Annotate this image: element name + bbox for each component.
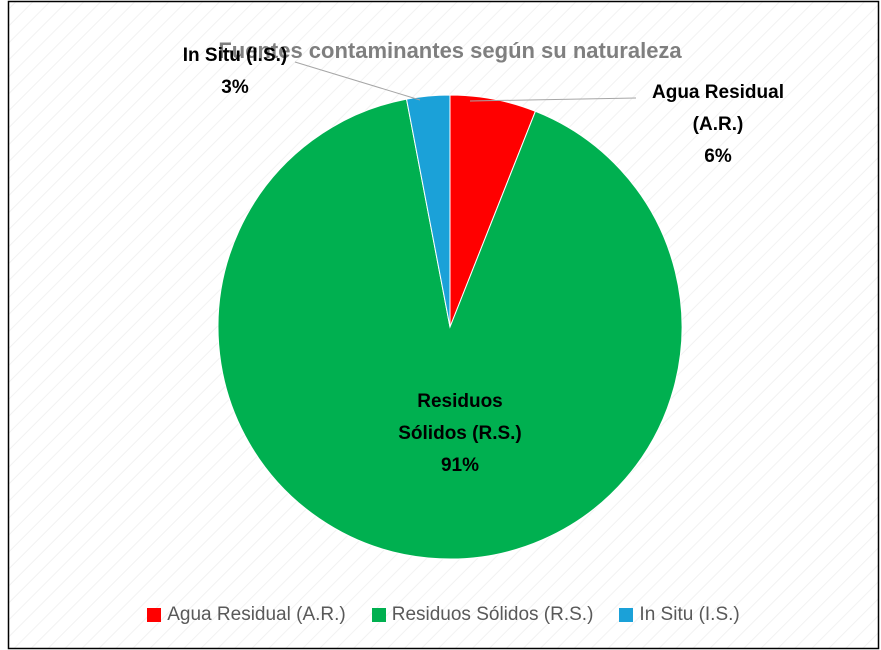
legend-item: Residuos Sólidos (R.S.): [371, 604, 594, 626]
leader-line: [294, 61, 421, 101]
label-value: 6%: [704, 146, 732, 167]
legend: Agua Residual (A.R.) Residuos Sólidos (R.…: [8, 604, 879, 626]
data-label: Residuos Sólidos (R.S.) 91%: [385, 386, 535, 482]
pie-slice: [405, 94, 451, 328]
leader-line: [469, 97, 637, 102]
label-value: 3%: [221, 77, 249, 98]
legend-swatch: [147, 608, 162, 622]
label-name: Agua Residual (A.R.): [652, 82, 784, 135]
data-label: Agua Residual (A.R.) 6%: [633, 77, 803, 173]
chart-title: Fuentes contaminantes según su naturalez…: [218, 38, 682, 63]
label-name: In Situ (I.S.): [182, 45, 288, 66]
pie-slice: [217, 98, 683, 560]
legend-item: In Situ (I.S.): [619, 604, 740, 626]
legend-label: In Situ (I.S.): [639, 604, 740, 625]
legend-swatch: [619, 608, 634, 622]
legend-swatch: [371, 608, 386, 622]
legend-label: Agua Residual (A.R.): [167, 604, 346, 625]
label-name: Residuos Sólidos (R.S.): [398, 391, 522, 444]
data-label: In Situ (I.S.) 3%: [135, 40, 335, 104]
label-value: 91%: [440, 455, 480, 476]
legend-item: Agua Residual (A.R.): [147, 604, 346, 626]
legend-label: Residuos Sólidos (R.S.): [391, 604, 594, 625]
